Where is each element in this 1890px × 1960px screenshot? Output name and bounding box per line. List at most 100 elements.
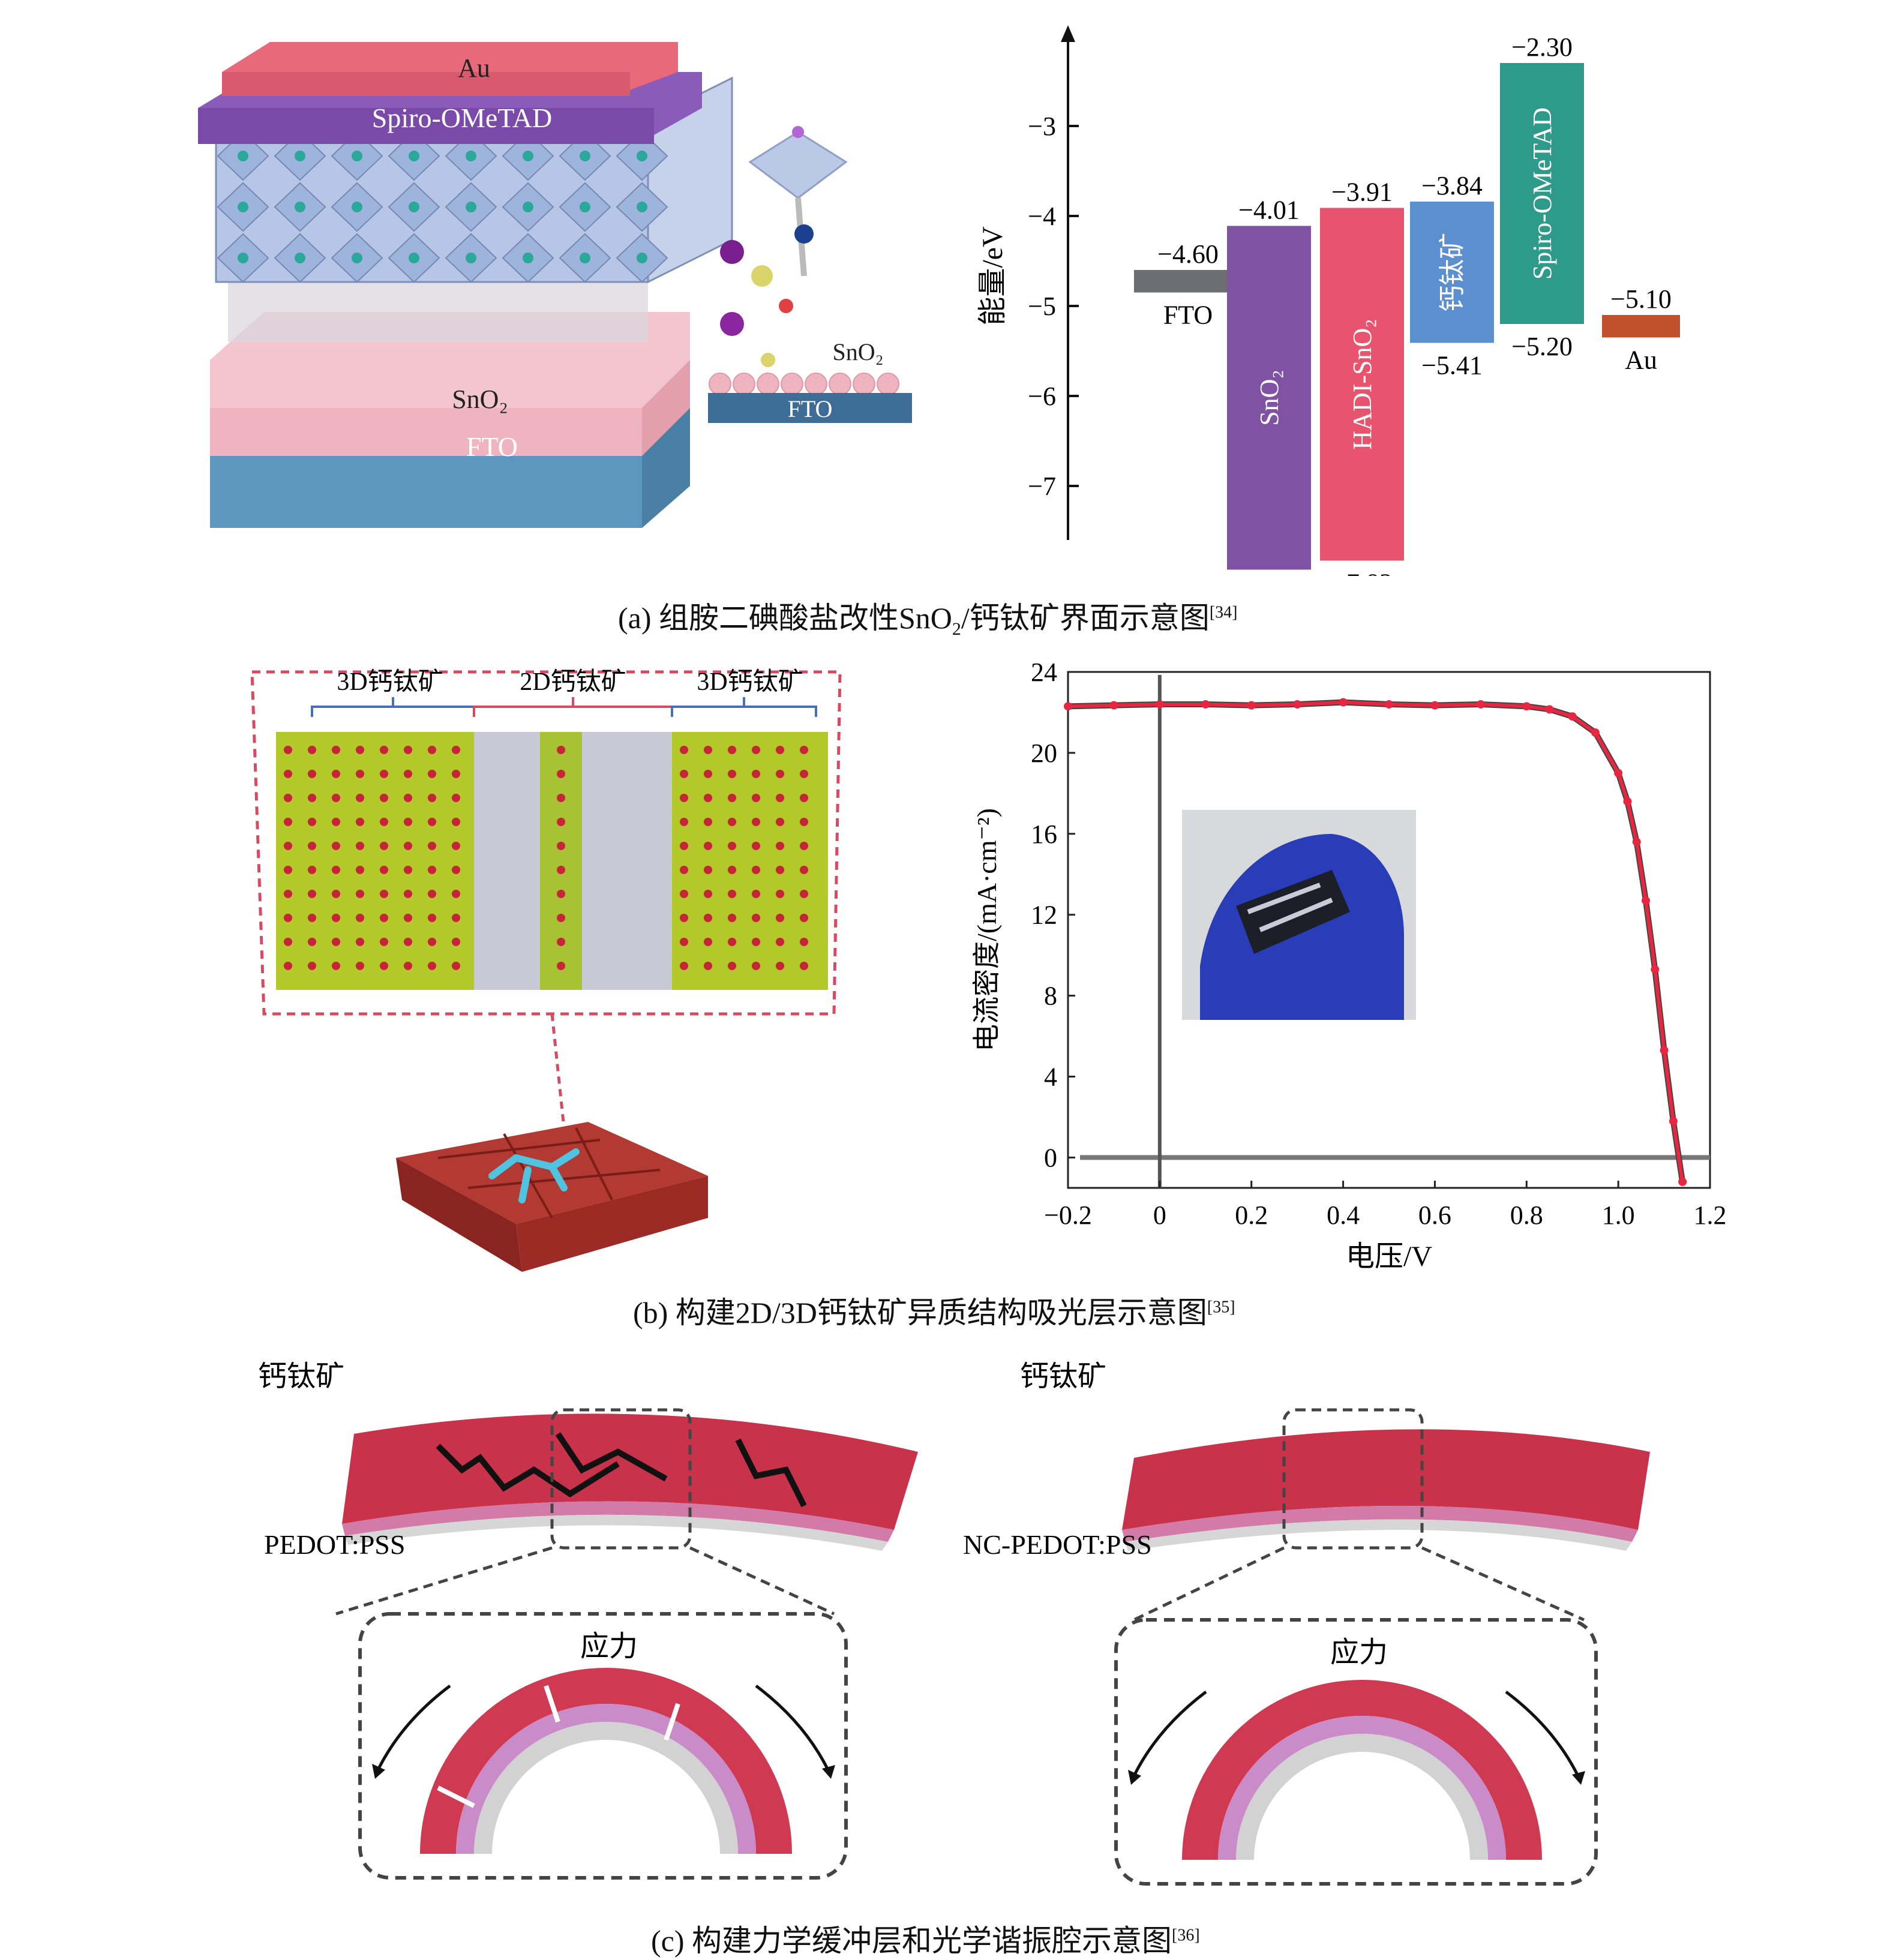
bar-name-label: FTO xyxy=(1163,301,1213,330)
bar-name-label: HADI-SnO₂ xyxy=(1348,319,1377,449)
lattice-dot xyxy=(680,746,688,754)
y-tick-label: 8 xyxy=(1044,981,1057,1011)
lattice-dot xyxy=(752,962,760,970)
caption-a-rest: /钙钛矿界面示意图 xyxy=(961,601,1210,635)
lattice-dot xyxy=(308,890,316,898)
lattice-dot xyxy=(704,746,712,754)
intact-curved-film xyxy=(1122,1408,1650,1551)
lattice-dot xyxy=(380,962,388,970)
x-tick-label: −0.2 xyxy=(1044,1200,1092,1230)
lattice-dot xyxy=(728,746,736,754)
lattice-dot xyxy=(800,962,808,970)
lattice-dot xyxy=(284,818,292,826)
jv-xlabel: 电压/V xyxy=(1346,1241,1432,1272)
cation-dot xyxy=(295,253,305,263)
lattice-dot xyxy=(308,914,316,922)
lattice-dot xyxy=(356,842,364,850)
molecule-inset: SnO₂ FTO xyxy=(708,126,912,423)
lattice-dot xyxy=(452,962,460,970)
jv-point xyxy=(1064,702,1072,711)
lattice-dot xyxy=(284,746,292,754)
lattice-dot xyxy=(404,842,412,850)
flexible-device-photo xyxy=(1182,810,1416,1020)
stress-left-label: 应力 xyxy=(580,1631,638,1662)
y-tick-label: 24 xyxy=(1031,658,1057,687)
cation-dot xyxy=(238,151,248,161)
lattice-dot xyxy=(800,890,808,898)
caption-a-text: (a) 组胺二碘酸盐改性SnO xyxy=(618,601,952,635)
lattice-dot xyxy=(680,890,688,898)
lattice-dot xyxy=(776,770,784,778)
cation-dot xyxy=(295,202,305,212)
lattice-dot xyxy=(752,746,760,754)
lattice-dot xyxy=(356,770,364,778)
lattice-dot xyxy=(557,818,565,826)
lattice-dot xyxy=(728,890,736,898)
lattice-dot xyxy=(776,746,784,754)
energy-bars: −4.60FTO−4.01−7.93SnO₂−3.91−7.83HADI-SnO… xyxy=(1134,32,1680,576)
sno2-inset-label: SnO₂ xyxy=(832,338,883,365)
lattice-dot xyxy=(680,818,688,826)
lattice-dot xyxy=(356,794,364,802)
jv-point xyxy=(1430,701,1439,710)
lattice-dot xyxy=(404,794,412,802)
lattice-dots xyxy=(284,746,808,970)
lattice-dot xyxy=(704,842,712,850)
lattice-dot xyxy=(680,842,688,850)
x-tick-label: 1.2 xyxy=(1694,1200,1727,1230)
lattice-dot xyxy=(776,890,784,898)
lattice-dot xyxy=(776,914,784,922)
lattice-dot xyxy=(284,842,292,850)
lattice-dot xyxy=(557,842,565,850)
y-tick-label: 20 xyxy=(1031,739,1057,768)
cation-dot xyxy=(580,202,590,212)
lattice-dot xyxy=(680,938,688,946)
x-tick-label: 0 xyxy=(1153,1200,1166,1230)
cation-dot xyxy=(523,151,533,161)
cation-dot xyxy=(295,151,305,161)
y-tick-label: −4 xyxy=(1028,202,1056,231)
lattice-dot xyxy=(428,866,436,874)
lattice-dot xyxy=(728,794,736,802)
cation-dot xyxy=(409,151,419,161)
jv-point xyxy=(1678,1177,1687,1186)
cation-dot xyxy=(580,253,590,263)
lattice-dot xyxy=(752,938,760,946)
fto-label: FTO xyxy=(466,431,518,462)
bar-bottom-label: −7.83 xyxy=(1331,569,1393,577)
lattice-dot xyxy=(452,770,460,778)
label-3d-right: 3D钙钛矿 xyxy=(697,668,803,696)
cation-dot xyxy=(238,202,248,212)
lattice-dot xyxy=(557,962,565,970)
bar-top-label: −3.84 xyxy=(1421,171,1483,200)
bar-top-label: −4.01 xyxy=(1238,196,1300,225)
lattice-dot xyxy=(728,842,736,850)
y-tick-label: −6 xyxy=(1028,382,1056,411)
energy-bar xyxy=(1320,208,1404,561)
jv-point xyxy=(1476,700,1485,709)
lattice-dot xyxy=(680,770,688,778)
jv-point xyxy=(1339,698,1348,707)
y-tick-label: 12 xyxy=(1031,901,1057,930)
lattice-dot xyxy=(380,890,388,898)
lattice-dot xyxy=(380,914,388,922)
bar-bottom-label: −5.41 xyxy=(1421,351,1483,380)
cation-dot xyxy=(523,202,533,212)
lattice-dot xyxy=(356,746,364,754)
lattice-dot xyxy=(680,962,688,970)
lattice-dot xyxy=(404,746,412,754)
jv-point xyxy=(1293,700,1302,709)
x-tick-label: 1.0 xyxy=(1602,1200,1635,1230)
lattice-dot xyxy=(308,818,316,826)
lattice-dot xyxy=(308,962,316,970)
lattice-dot xyxy=(404,914,412,922)
jv-point xyxy=(1247,701,1256,710)
lattice-dot xyxy=(428,818,436,826)
x-tick-label: 0.6 xyxy=(1418,1200,1451,1230)
lattice-dot xyxy=(704,866,712,874)
lattice-dot xyxy=(428,842,436,850)
x-tick-label: 0.4 xyxy=(1327,1200,1360,1230)
cation-dot xyxy=(409,253,419,263)
lattice-dot xyxy=(308,938,316,946)
lattice-dot xyxy=(680,866,688,874)
